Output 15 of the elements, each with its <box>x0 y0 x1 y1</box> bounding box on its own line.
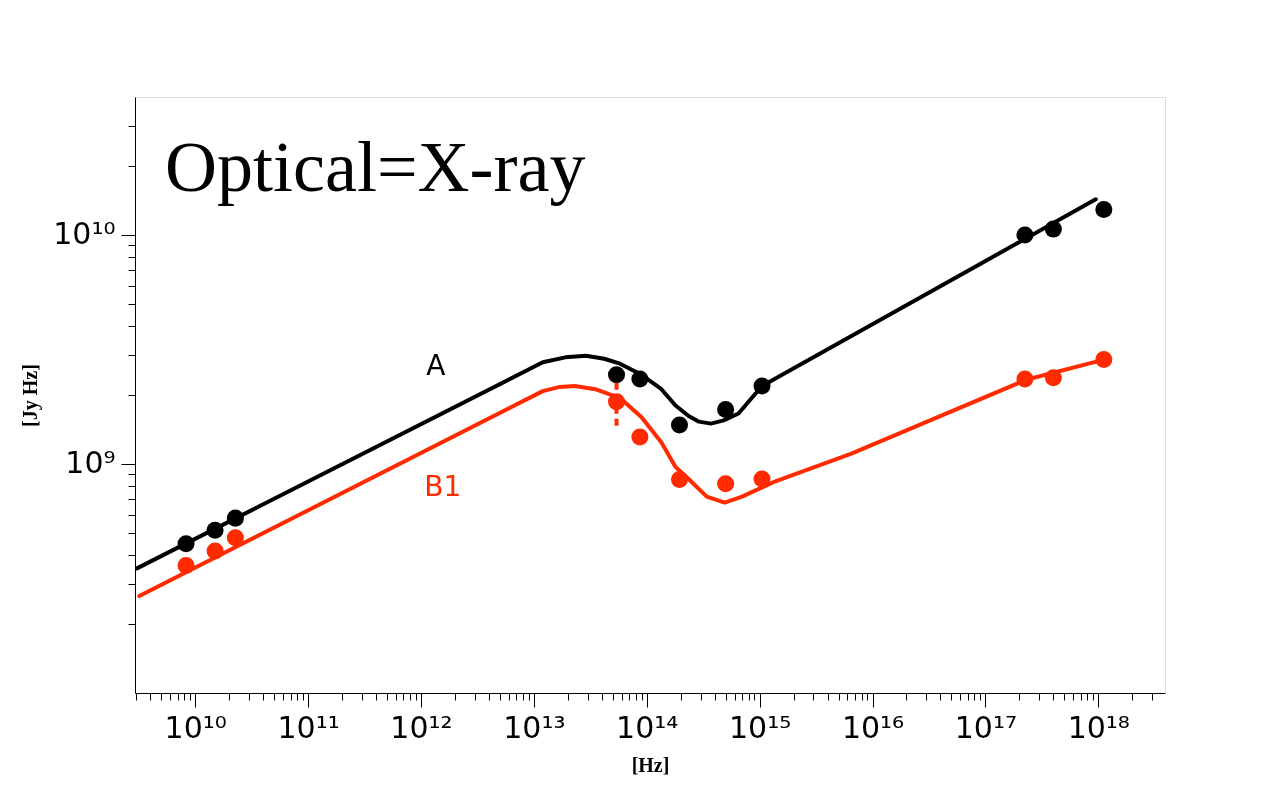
x-tick-label: 10¹⁵ <box>729 709 792 745</box>
y-tick-label: 10⁹ <box>65 445 116 481</box>
x-tick-label: 10¹⁸ <box>1067 709 1130 745</box>
y-axis-title: [Jy Hz] <box>19 364 43 427</box>
x-axis-title: [Hz] <box>631 753 670 776</box>
x-tick-label: 10¹³ <box>503 709 566 745</box>
x-tick-label: 10¹⁶ <box>841 709 905 745</box>
x-tick-label: 10¹² <box>390 709 453 745</box>
series-label: A <box>426 349 446 383</box>
series-label: B1 <box>424 470 462 504</box>
x-tick-label: 10¹⁴ <box>616 709 679 745</box>
x-tick-label: 10¹¹ <box>277 709 340 745</box>
x-tick-label: 10¹⁷ <box>954 709 1018 745</box>
chart-title: Optical=X-ray <box>165 127 586 207</box>
x-tick-label: 10¹⁰ <box>164 709 227 745</box>
